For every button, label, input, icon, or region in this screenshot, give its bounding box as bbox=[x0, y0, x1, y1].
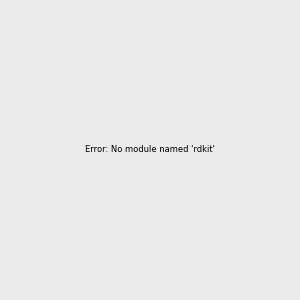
Text: Error: No module named 'rdkit': Error: No module named 'rdkit' bbox=[85, 146, 215, 154]
